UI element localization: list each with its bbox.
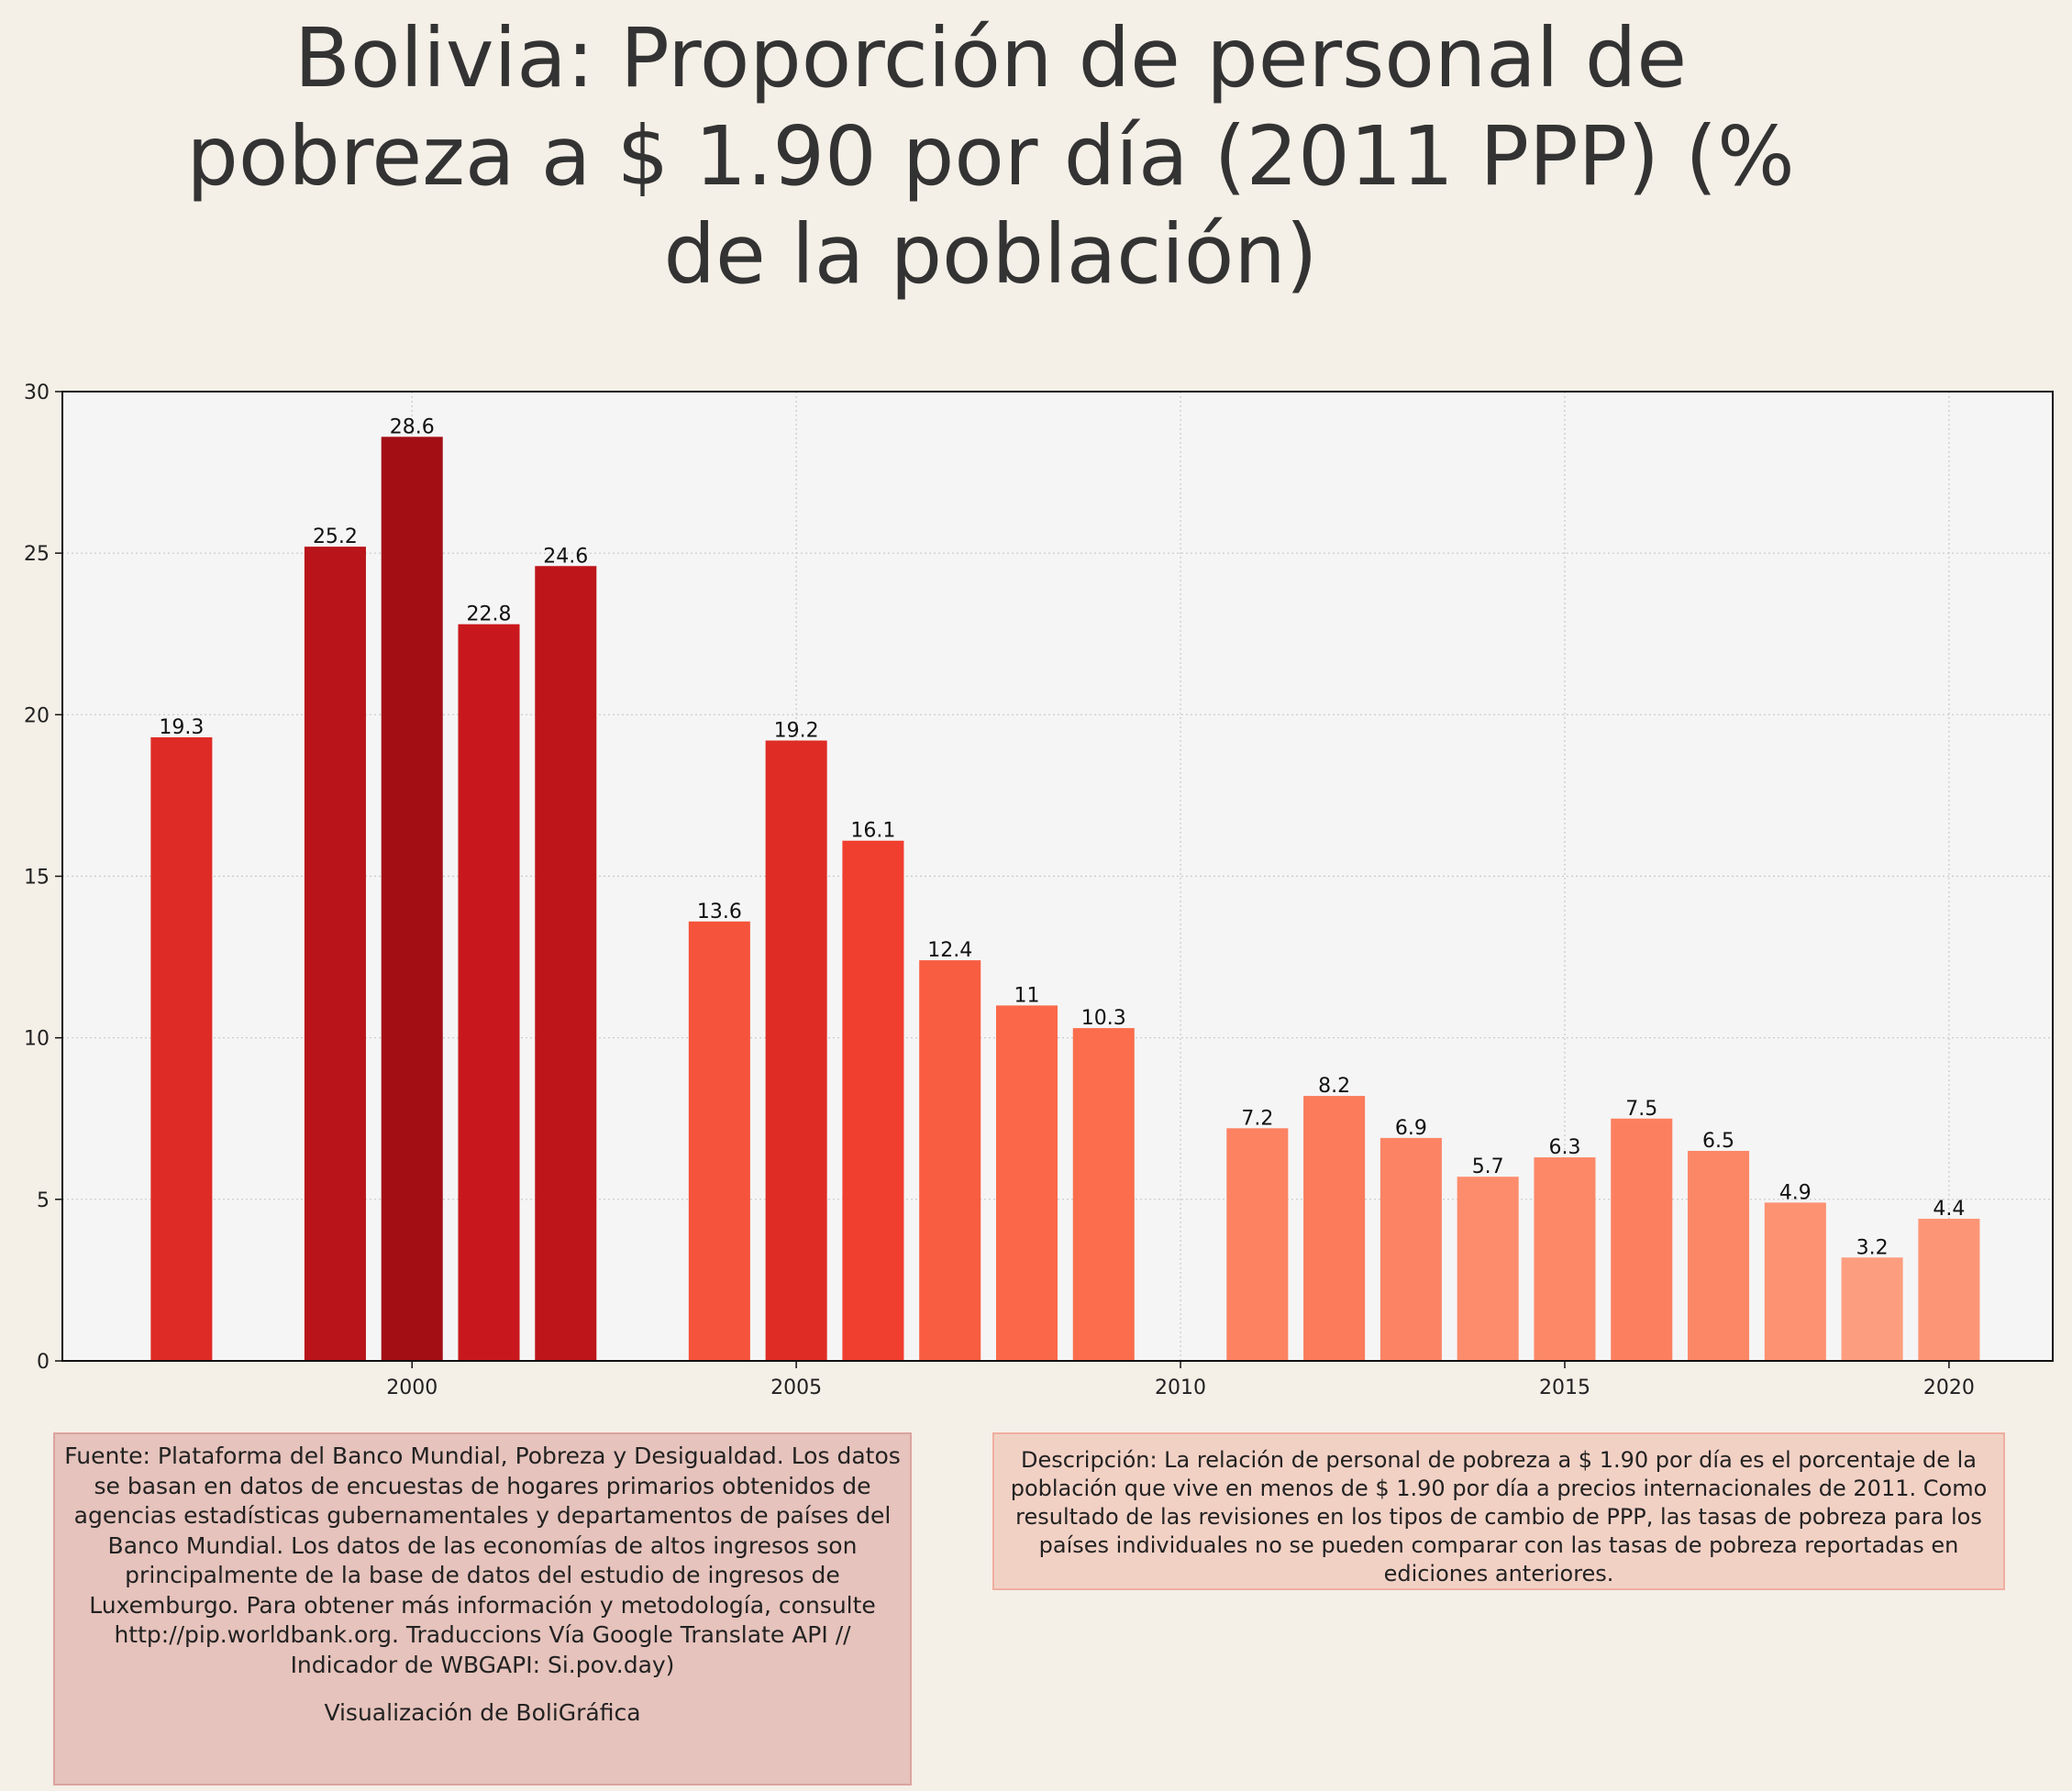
bar xyxy=(1611,1118,1673,1361)
y-tick-label: 25 xyxy=(24,543,50,566)
bar xyxy=(919,960,981,1361)
bar xyxy=(535,566,597,1361)
y-tick-label: 5 xyxy=(37,1189,50,1212)
bar xyxy=(1534,1157,1596,1361)
bar-value-label: 6.9 xyxy=(1395,1117,1427,1140)
x-tick-label: 2020 xyxy=(1923,1376,1975,1399)
bar-value-label: 24.6 xyxy=(543,545,588,568)
bar-value-label: 28.6 xyxy=(390,415,435,438)
bar-value-label: 4.4 xyxy=(1933,1198,1965,1221)
bar xyxy=(1226,1128,1289,1361)
bar xyxy=(1918,1218,1980,1361)
bar-value-label: 7.2 xyxy=(1241,1107,1273,1130)
bar xyxy=(688,921,750,1361)
x-tick-label: 2000 xyxy=(386,1376,438,1399)
x-tick-label: 2005 xyxy=(770,1376,822,1399)
bar xyxy=(995,1005,1058,1361)
bar-value-label: 22.8 xyxy=(467,603,512,626)
bar xyxy=(304,547,366,1361)
bar-value-label: 12.4 xyxy=(927,939,972,962)
bar-value-label: 6.3 xyxy=(1548,1136,1580,1159)
bar xyxy=(765,740,827,1361)
y-tick-label: 10 xyxy=(24,1028,50,1051)
bar-value-label: 13.6 xyxy=(697,901,742,923)
x-tick-label: 2010 xyxy=(1155,1376,1206,1399)
bar-value-label: 7.5 xyxy=(1625,1098,1657,1121)
bar-value-label: 16.1 xyxy=(850,820,895,843)
description-text: Descripción: La relación de personal de … xyxy=(1010,1447,1988,1586)
y-tick-label: 15 xyxy=(24,867,50,890)
source-text: Fuente: Plataforma del Banco Mundial, Po… xyxy=(64,1443,901,1678)
bar xyxy=(842,840,904,1361)
source-note: Fuente: Plataforma del Banco Mundial, Po… xyxy=(53,1432,912,1785)
bar-value-label: 25.2 xyxy=(313,525,358,548)
bar xyxy=(1841,1257,1903,1361)
bar-value-label: 3.2 xyxy=(1856,1236,1889,1259)
bar xyxy=(1688,1150,1750,1361)
y-tick-label: 30 xyxy=(24,381,50,404)
bar xyxy=(381,437,443,1361)
y-tick-label: 0 xyxy=(37,1351,50,1374)
credit-text: Visualización de BoliGráfica xyxy=(324,1699,641,1726)
bar-value-label: 19.3 xyxy=(159,716,204,739)
bar-value-label: 4.9 xyxy=(1779,1181,1812,1204)
bar xyxy=(1764,1202,1826,1361)
x-tick-label: 2015 xyxy=(1539,1376,1590,1399)
bar xyxy=(1379,1137,1442,1361)
y-tick-label: 20 xyxy=(24,704,50,727)
chart-title: Bolivia: Proporción de personal de pobre… xyxy=(186,10,1795,302)
bar-value-label: 11 xyxy=(1014,984,1039,1007)
bar xyxy=(1457,1177,1519,1361)
bar-value-label: 5.7 xyxy=(1472,1155,1504,1178)
bar-value-label: 6.5 xyxy=(1702,1130,1734,1153)
bar xyxy=(150,736,213,1361)
bar xyxy=(458,624,520,1361)
plot-area: 19.3 25.2 28.6 22.8 24.6 13.6 19.2 16.1 12.4 11 10… xyxy=(24,381,2054,1399)
bar-value-label: 10.3 xyxy=(1081,1007,1126,1030)
bar-value-label: 19.2 xyxy=(774,720,819,743)
bar-value-label: 8.2 xyxy=(1318,1075,1350,1098)
bar xyxy=(1303,1096,1366,1361)
description-note: Descripción: La relación de personal de … xyxy=(992,1432,2005,1590)
bar xyxy=(1072,1028,1135,1361)
